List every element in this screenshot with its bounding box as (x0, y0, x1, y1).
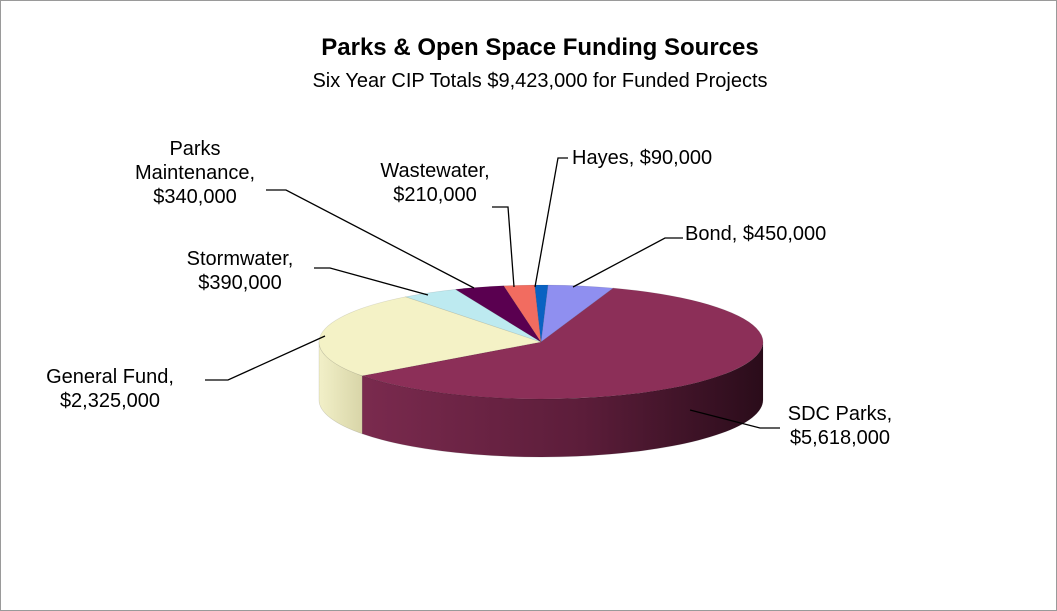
leader-line-sdc-parks (689, 409, 780, 429)
slice-labels: Bond, $450,000 SDC Parks, $5,618,000 Genera… (46, 138, 892, 449)
leader-line-wastewater (492, 206, 515, 288)
slice-general-fund (318, 296, 543, 377)
data-label-bond: Bond, $450,000 (685, 223, 826, 245)
leader-line-bond (572, 237, 683, 288)
leader-line-general-fund (205, 335, 326, 381)
slice-wastewater (503, 284, 542, 343)
data-label-parks-maintenance: Parks Maintenance, $340,000 (135, 138, 255, 208)
leader-line-parks-maintenance (266, 189, 475, 289)
chart-subtitle: Six Year CIP Totals $9,423,000 for Funde… (312, 70, 767, 92)
data-label-sdc-parks: SDC Parks, $5,618,000 (788, 403, 892, 449)
leader-line-stormwater (314, 267, 429, 296)
leader-line-hayes (534, 157, 568, 288)
slice-stormwater (404, 289, 542, 343)
data-label-general-fund: General Fund, $2,325,000 (46, 366, 174, 412)
pie-slices (318, 284, 764, 458)
slice-bond (540, 284, 615, 343)
data-label-stormwater: Stormwater, $390,000 (187, 248, 294, 294)
slice-parks-maintenance (454, 285, 542, 343)
slice-sdc-parks (361, 287, 764, 400)
chart-title: Parks & Open Space Funding Sources (321, 34, 758, 61)
data-label-wastewater: Wastewater, $210,000 (380, 160, 489, 206)
slice-hayes (534, 284, 549, 343)
data-label-hayes: Hayes, $90,000 (572, 147, 712, 169)
